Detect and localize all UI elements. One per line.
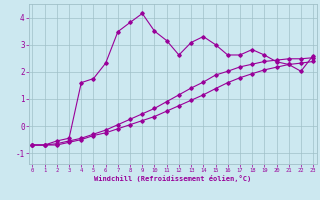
X-axis label: Windchill (Refroidissement éolien,°C): Windchill (Refroidissement éolien,°C) bbox=[94, 175, 252, 182]
